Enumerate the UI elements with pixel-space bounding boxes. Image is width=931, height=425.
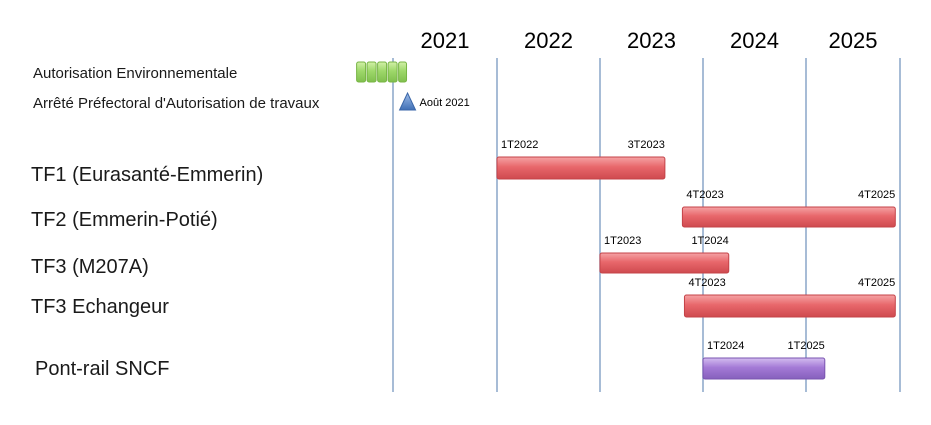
task-bar-tf3	[599, 252, 730, 274]
bar-start-label: 1T2022	[501, 139, 538, 151]
task-label-arrete: Arrêté Préfectoral d'Autorisation de tra…	[33, 95, 320, 112]
task-bar-tf2	[681, 206, 896, 228]
year-header: 2021	[421, 28, 470, 53]
year-header: 2025	[829, 28, 878, 53]
bar-end-label: 4T2025	[858, 277, 895, 289]
bar-start-label: 4T2023	[686, 189, 723, 201]
task-label-tf3ech: TF3 Echangeur	[31, 296, 169, 318]
bar-end-label: 3T2023	[628, 139, 665, 151]
task-bar-tf3ech	[683, 294, 896, 318]
task-bar-tf1	[496, 156, 666, 180]
task-bar-segment	[356, 61, 367, 83]
task-bar-autorisation	[398, 61, 408, 83]
milestone-triangle-icon	[398, 91, 417, 111]
bar-start-label: 1T2023	[604, 235, 641, 247]
task-bar-segment	[387, 61, 398, 83]
year-header: 2023	[627, 28, 676, 53]
bar-end-label: 1T2024	[691, 235, 728, 247]
task-label-pontrail: Pont-rail SNCF	[35, 358, 169, 380]
milestone-label: Août 2021	[420, 97, 470, 109]
task-label-tf2: TF2 (Emmerin-Potié)	[31, 209, 218, 231]
bar-end-label: 1T2025	[787, 340, 824, 352]
bar-start-label: 1T2024	[707, 340, 744, 352]
task-label-autorisation: Autorisation Environnementale	[33, 65, 237, 82]
year-header: 2022	[524, 28, 573, 53]
task-label-tf1: TF1 (Eurasanté-Emmerin)	[31, 164, 263, 186]
task-bar-pontrail	[702, 357, 826, 380]
year-header: 2024	[730, 28, 779, 53]
bar-start-label: 4T2023	[688, 277, 725, 289]
task-label-tf3: TF3 (M207A)	[31, 256, 149, 278]
task-bar-segment	[366, 61, 377, 83]
task-bar-segment	[377, 61, 388, 83]
bar-end-label: 4T2025	[858, 189, 895, 201]
